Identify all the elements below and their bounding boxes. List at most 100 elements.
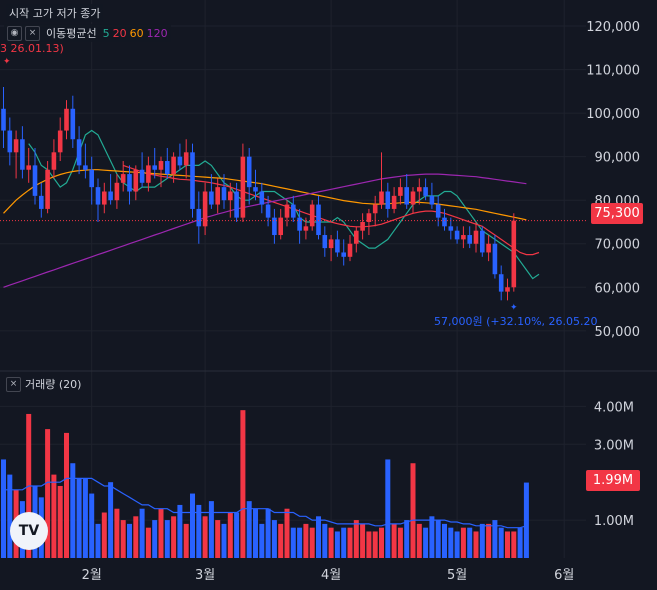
candle (39, 182, 44, 218)
volume-bar (505, 531, 510, 558)
candle (253, 169, 258, 201)
volume-bar (145, 527, 151, 558)
candle-body (221, 187, 227, 201)
candle (246, 147, 252, 205)
candle (70, 95, 76, 148)
candle-body (1, 108, 6, 131)
volume-bar (89, 493, 95, 558)
candle (335, 230, 340, 257)
candle (341, 239, 346, 266)
volume-bar (246, 501, 252, 558)
candle-body (165, 161, 170, 175)
candle-body (20, 139, 25, 170)
candle-body (404, 187, 409, 205)
volume-bar (517, 527, 523, 558)
candle (372, 195, 378, 227)
volume-bar (410, 463, 416, 558)
candle-body (448, 226, 454, 231)
volume-bar (76, 478, 82, 558)
close-icon[interactable]: × (25, 25, 40, 41)
candle-body (284, 204, 290, 218)
volume-bar (473, 531, 479, 558)
volume-bar (278, 523, 284, 558)
candle-body (209, 191, 214, 205)
ma-line-5 (28, 129, 540, 280)
current-volume-tag: 1.99M (586, 470, 640, 491)
candle (291, 195, 296, 222)
candle-body (246, 156, 252, 188)
candle (303, 217, 309, 240)
volume-bar (290, 527, 296, 558)
volume-bar (322, 523, 328, 558)
volume-bar (467, 527, 473, 558)
candle-body (303, 226, 309, 231)
candle-body (120, 174, 126, 183)
low-marker: ✦ (510, 303, 518, 313)
candle-body (83, 165, 88, 170)
ohlc-legend: 시작 고가 저가 종가 (6, 4, 104, 22)
candle-body (486, 243, 491, 253)
volume-bar (366, 531, 372, 558)
time-tick-label: 6월 (554, 568, 574, 583)
candle-body (291, 204, 296, 218)
volume-bar (309, 527, 315, 558)
candle (51, 139, 57, 179)
price-tick-label: 110,000 (586, 64, 640, 79)
ma-indicator-legend[interactable]: ◉ × 이동평균선 5 20 60 120 (4, 24, 171, 42)
ma-period-5: 5 (102, 26, 110, 40)
candle-body (429, 195, 435, 205)
volume-bar (253, 508, 258, 558)
volume-bar (183, 523, 189, 558)
volume-bar (334, 531, 340, 558)
candle (435, 195, 441, 227)
volume-bar (303, 523, 309, 558)
candle (498, 265, 504, 301)
ma-line-120 (3, 173, 527, 288)
candle-body (127, 174, 132, 192)
candle-body (360, 221, 365, 231)
candle (221, 174, 227, 209)
candle (196, 191, 202, 244)
candle (146, 156, 151, 192)
candle (183, 139, 189, 179)
volume-bar (391, 523, 397, 558)
volume-bar (1, 459, 6, 558)
volume-bar (208, 501, 214, 558)
high-annotation: 3 26.01.13) (0, 42, 64, 55)
candle-body (335, 239, 340, 253)
candle-body (228, 191, 233, 201)
volume-bar (240, 410, 246, 558)
candle (398, 178, 403, 205)
candle (284, 200, 290, 227)
volume-bar (57, 485, 63, 558)
candle (391, 187, 397, 214)
candle-body (114, 182, 120, 201)
candle (234, 182, 239, 222)
high-marker: ✦ (3, 57, 11, 67)
candle-body (57, 130, 63, 153)
price-axis: 120,000110,000100,00090,00080,00070,0006… (586, 20, 640, 340)
volume-tick-label: 4.00M (594, 400, 634, 415)
candle-body (26, 165, 31, 170)
candle (366, 208, 372, 236)
close-icon[interactable]: × (6, 376, 21, 392)
candle (448, 217, 454, 240)
volume-bar (372, 531, 378, 558)
candle-body (322, 235, 328, 249)
candle (461, 226, 466, 249)
price-tick-label: 60,000 (595, 281, 641, 296)
candle-body (152, 165, 157, 170)
candle (165, 147, 170, 179)
candle-body (272, 217, 277, 236)
candlesticks (1, 87, 517, 301)
candle (26, 147, 31, 183)
candle-body (190, 152, 195, 209)
volume-legend[interactable]: × 거래량 (20) (6, 376, 81, 392)
volume-tick-label: 3.00M (594, 438, 634, 453)
candle-body (146, 165, 151, 183)
volume-bar (234, 512, 240, 558)
visibility-toggle-icon[interactable]: ◉ (7, 25, 22, 41)
candle (385, 182, 391, 218)
tradingview-logo[interactable]: TV (10, 512, 48, 550)
